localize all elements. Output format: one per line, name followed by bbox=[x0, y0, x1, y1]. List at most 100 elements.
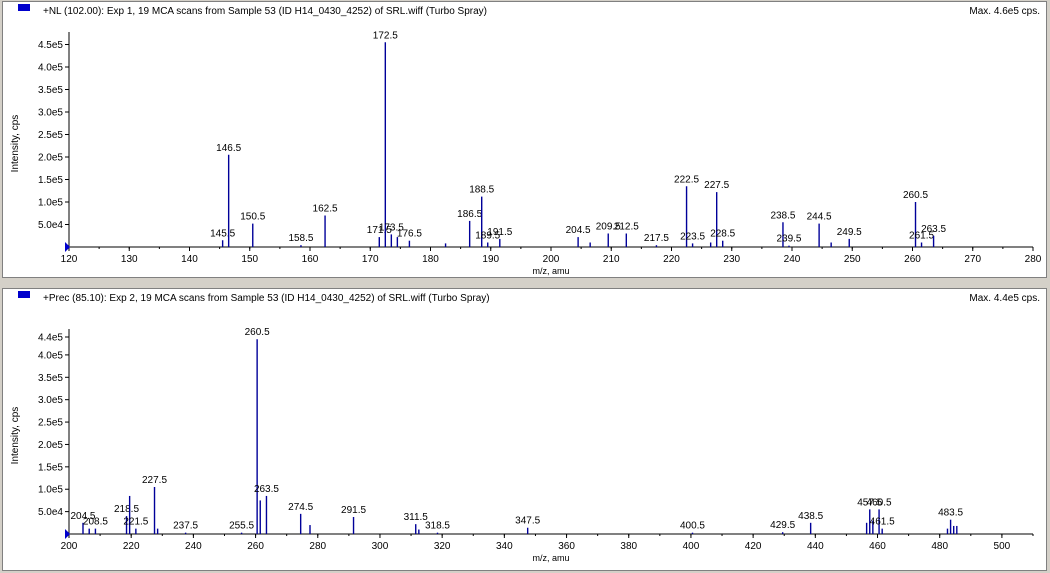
y-tick-label: 3.0e5 bbox=[38, 395, 63, 406]
x-tick-label: 340 bbox=[496, 541, 513, 552]
peak-label: 429.5 bbox=[770, 520, 795, 531]
x-tick-label: 180 bbox=[422, 254, 439, 265]
peak-label: 274.5 bbox=[288, 502, 313, 513]
y-axis-label: Intensity, cps bbox=[10, 115, 21, 173]
peak-label: 249.5 bbox=[837, 227, 862, 238]
x-axis-label: m/z, amu bbox=[532, 553, 569, 563]
x-tick-label: 300 bbox=[372, 541, 389, 552]
peak-label: 237.5 bbox=[173, 521, 198, 532]
y-tick-label: 4.5e5 bbox=[38, 40, 63, 51]
peak-label: 158.5 bbox=[288, 233, 313, 244]
peak-label: 162.5 bbox=[313, 204, 338, 215]
x-tick-label: 120 bbox=[61, 254, 78, 265]
origin-marker-icon bbox=[65, 242, 70, 252]
series-marker-icon[interactable] bbox=[18, 4, 30, 11]
y-tick-label: 4.0e5 bbox=[38, 63, 63, 74]
y-tick-label: 3.5e5 bbox=[38, 373, 63, 384]
x-tick-label: 400 bbox=[683, 541, 700, 552]
peak-label: 291.5 bbox=[341, 505, 366, 516]
peak-label: 457.5 bbox=[857, 497, 882, 508]
x-tick-label: 420 bbox=[745, 541, 762, 552]
y-axis-label: Intensity, cps bbox=[10, 407, 21, 465]
peak-label: 228.5 bbox=[710, 229, 735, 240]
peak-label: 461.5 bbox=[870, 517, 895, 528]
peak-label: 209.5 bbox=[596, 222, 621, 233]
peak-label: 189.5 bbox=[475, 231, 500, 242]
x-tick-label: 150 bbox=[241, 254, 258, 265]
peak-label: 483.5 bbox=[938, 508, 963, 519]
peak-label: 208.5 bbox=[83, 517, 108, 528]
peak-label: 438.5 bbox=[798, 511, 823, 522]
pane-header: +Prec (85.10): Exp 2, 19 MCA scans from … bbox=[3, 289, 1046, 306]
x-tick-label: 190 bbox=[482, 254, 499, 265]
max-intensity: Max. 4.6e5 cps. bbox=[969, 6, 1040, 17]
peak-label: 400.5 bbox=[680, 521, 705, 532]
peak-label: 223.5 bbox=[680, 231, 705, 242]
peak-label: 263.5 bbox=[921, 224, 946, 235]
peak-label: 260.5 bbox=[903, 190, 928, 201]
spectrum-pane-prec: +Prec (85.10): Exp 2, 19 MCA scans from … bbox=[2, 288, 1047, 571]
spectrum-pane-nl: +NL (102.00): Exp 1, 19 MCA scans from S… bbox=[2, 1, 1047, 278]
x-tick-label: 240 bbox=[784, 254, 801, 265]
pane-title: +NL (102.00): Exp 1, 19 MCA scans from S… bbox=[43, 6, 488, 17]
peak-label: 227.5 bbox=[142, 475, 167, 486]
y-tick-label: 3.0e5 bbox=[38, 108, 63, 119]
peak-label: 238.5 bbox=[770, 210, 795, 221]
x-tick-label: 200 bbox=[61, 541, 78, 552]
peak-label: 255.5 bbox=[229, 521, 254, 532]
y-tick-label: 4.4e5 bbox=[38, 333, 63, 344]
x-tick-label: 260 bbox=[904, 254, 921, 265]
x-axis-label: m/z, amu bbox=[532, 266, 569, 276]
peak-label: 186.5 bbox=[457, 209, 482, 220]
x-tick-label: 380 bbox=[620, 541, 637, 552]
y-tick-label: 2.0e5 bbox=[38, 153, 63, 164]
y-tick-label: 1.5e5 bbox=[38, 462, 63, 473]
x-tick-label: 280 bbox=[309, 541, 326, 552]
x-tick-label: 480 bbox=[931, 541, 948, 552]
y-tick-label: 1.5e5 bbox=[38, 175, 63, 186]
peak-label: 221.5 bbox=[123, 517, 148, 528]
origin-marker-icon bbox=[65, 529, 70, 539]
y-tick-label: 2.5e5 bbox=[38, 418, 63, 429]
x-tick-label: 260 bbox=[247, 541, 264, 552]
x-tick-label: 200 bbox=[543, 254, 560, 265]
peak-label: 171.5 bbox=[367, 225, 392, 236]
peak-label: 176.5 bbox=[397, 229, 422, 240]
x-tick-label: 240 bbox=[185, 541, 202, 552]
x-tick-label: 280 bbox=[1025, 254, 1042, 265]
x-tick-label: 320 bbox=[434, 541, 451, 552]
peak-label: 318.5 bbox=[425, 521, 450, 532]
peak-label: 204.5 bbox=[70, 511, 95, 522]
spectrum-plot-prec[interactable]: 200 220 240 260 280 300 320 340 360 380 400 420 440 4… bbox=[3, 289, 1048, 572]
x-tick-label: 440 bbox=[807, 541, 824, 552]
x-tick-label: 160 bbox=[302, 254, 319, 265]
peak-label: 173.5 bbox=[379, 222, 404, 233]
peak-label: 188.5 bbox=[469, 185, 494, 196]
peak-label: 218.5 bbox=[114, 504, 139, 515]
peak-label: 191.5 bbox=[487, 227, 512, 238]
spectrum-plot-nl[interactable]: 120 130 140 150 160 170 180 190 200 210 220 230 240 2… bbox=[3, 2, 1048, 279]
x-tick-label: 220 bbox=[123, 541, 140, 552]
peak-label: 227.5 bbox=[704, 180, 729, 191]
x-tick-label: 360 bbox=[558, 541, 575, 552]
peak-label: 263.5 bbox=[254, 484, 279, 495]
x-tick-label: 210 bbox=[603, 254, 620, 265]
peak-label: 212.5 bbox=[614, 222, 639, 233]
peak-label: 347.5 bbox=[515, 516, 540, 527]
x-tick-label: 270 bbox=[964, 254, 981, 265]
max-intensity: Max. 4.4e5 cps. bbox=[969, 293, 1040, 304]
x-tick-label: 220 bbox=[663, 254, 680, 265]
series-marker-icon[interactable] bbox=[18, 291, 30, 298]
y-tick-label: 5.0e4 bbox=[38, 220, 63, 231]
pane-title: +Prec (85.10): Exp 2, 19 MCA scans from … bbox=[43, 293, 490, 304]
peak-label: 261.5 bbox=[909, 231, 934, 242]
peak-label: 145.5 bbox=[210, 228, 235, 239]
x-tick-label: 250 bbox=[844, 254, 861, 265]
peak-label: 146.5 bbox=[216, 143, 241, 154]
x-tick-label: 500 bbox=[994, 541, 1011, 552]
peak-label: 150.5 bbox=[240, 212, 265, 223]
y-tick-label: 1.0e5 bbox=[38, 485, 63, 496]
y-tick-label: 3.5e5 bbox=[38, 85, 63, 96]
peak-label: 217.5 bbox=[644, 233, 669, 244]
peak-label: 204.5 bbox=[566, 225, 591, 236]
